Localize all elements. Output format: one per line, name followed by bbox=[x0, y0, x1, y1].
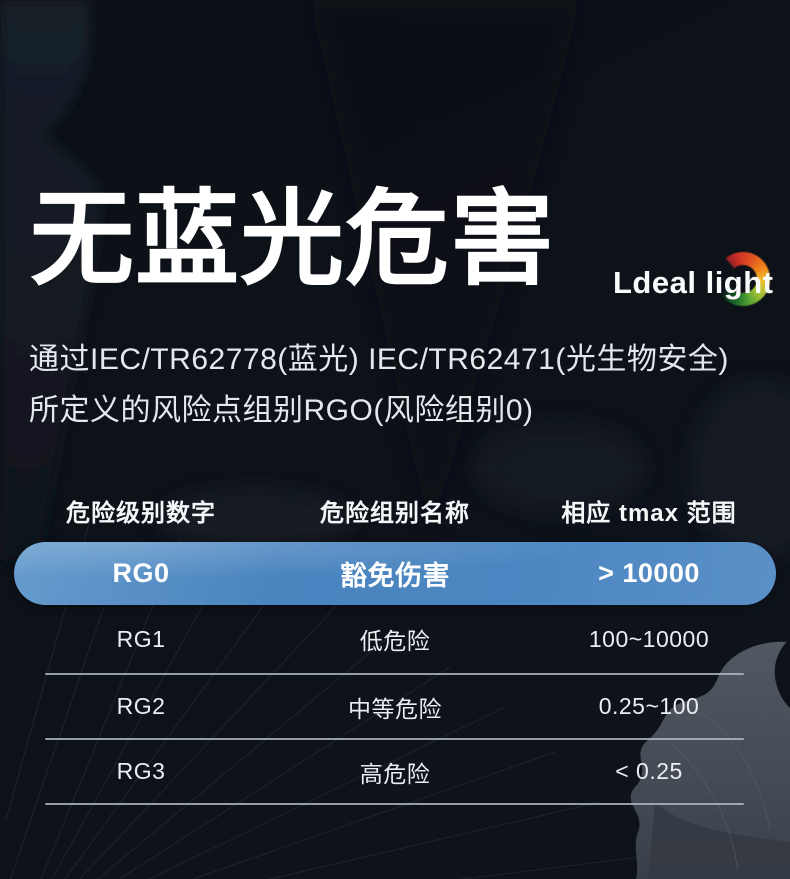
row-divider bbox=[45, 673, 744, 675]
table-row-rg2: RG2 中等危险 0.25~100 bbox=[14, 675, 776, 738]
brand-logo: Ldeal light bbox=[613, 250, 783, 310]
subtitle-line-2: 所定义的风险点组别RGO(风险组别0) bbox=[29, 394, 534, 427]
header-cell-tmax-range: 相应 tmax 范围 bbox=[561, 499, 737, 527]
page-title: 无蓝光危害 bbox=[30, 182, 556, 298]
cell-group-name: 中等危险 bbox=[348, 695, 442, 722]
table-header-row: 危险级别数字 危险组别名称 相应 tmax 范围 bbox=[14, 495, 776, 527]
cell-tmax-range: 100~10000 bbox=[588, 625, 710, 652]
cell-level: RG3 bbox=[116, 758, 166, 784]
table-row-rg3: RG3 高危险 < 0.25 bbox=[14, 740, 776, 803]
row-divider bbox=[45, 803, 744, 805]
cell-group-name: 豁免伤害 bbox=[340, 561, 450, 591]
cell-level: RG0 bbox=[112, 558, 170, 588]
cell-level: RG2 bbox=[116, 693, 166, 719]
cell-tmax-range: > 10000 bbox=[598, 558, 700, 588]
risk-group-table: 危险级别数字 危险组别名称 相应 tmax 范围 RG0 豁免伤害 > 1000… bbox=[14, 495, 776, 805]
cell-group-name: 高危险 bbox=[359, 760, 431, 787]
table-row-rg1: RG1 低危险 100~10000 bbox=[14, 605, 776, 673]
header-cell-level: 危险级别数字 bbox=[66, 499, 216, 527]
color-spectrum-ring-icon bbox=[716, 252, 770, 306]
row-divider bbox=[45, 738, 744, 740]
cell-group-name: 低危险 bbox=[359, 628, 431, 654]
cell-tmax-range: < 0.25 bbox=[615, 758, 683, 784]
cell-level: RG1 bbox=[116, 625, 166, 652]
table-row-rg0-highlighted: RG0 豁免伤害 > 10000 bbox=[14, 542, 776, 605]
cell-tmax-range: 0.25~100 bbox=[598, 693, 700, 719]
brand-name: Ldeal light bbox=[613, 265, 774, 300]
header-cell-group-name: 危险组别名称 bbox=[320, 499, 470, 527]
subtitle-line-1: 通过IEC/TR62778(蓝光) IEC/TR62471(光生物安全) bbox=[29, 343, 729, 376]
